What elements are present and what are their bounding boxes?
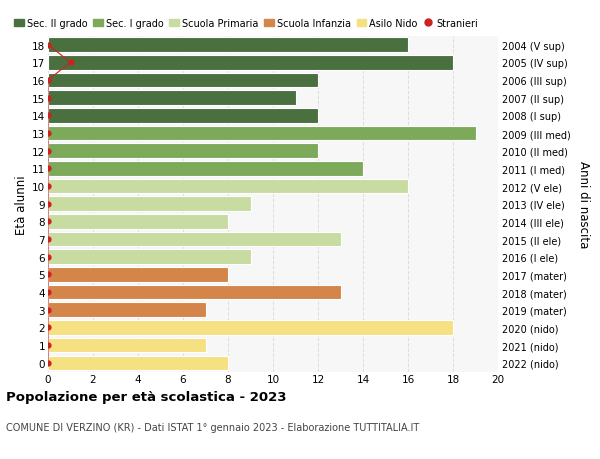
Bar — [48, 197, 251, 212]
Bar — [48, 215, 228, 229]
Bar — [48, 303, 205, 317]
Bar — [48, 73, 318, 88]
Bar — [48, 268, 228, 282]
Bar — [48, 285, 341, 300]
Bar — [48, 38, 408, 53]
Bar — [48, 162, 363, 176]
Text: Popolazione per età scolastica - 2023: Popolazione per età scolastica - 2023 — [6, 390, 287, 403]
Bar — [48, 144, 318, 158]
Bar — [48, 338, 205, 353]
Bar — [48, 127, 476, 141]
Bar — [48, 109, 318, 123]
Legend: Sec. II grado, Sec. I grado, Scuola Primaria, Scuola Infanzia, Asilo Nido, Stran: Sec. II grado, Sec. I grado, Scuola Prim… — [14, 18, 478, 28]
Bar — [48, 320, 453, 335]
Text: COMUNE DI VERZINO (KR) - Dati ISTAT 1° gennaio 2023 - Elaborazione TUTTITALIA.IT: COMUNE DI VERZINO (KR) - Dati ISTAT 1° g… — [6, 422, 419, 432]
Bar — [48, 356, 228, 370]
Bar — [48, 179, 408, 194]
Bar — [48, 232, 341, 247]
Y-axis label: Età alunni: Età alunni — [15, 174, 28, 234]
Bar — [48, 56, 453, 70]
Y-axis label: Anni di nascita: Anni di nascita — [577, 161, 590, 248]
Bar — [48, 91, 296, 106]
Bar — [48, 250, 251, 264]
